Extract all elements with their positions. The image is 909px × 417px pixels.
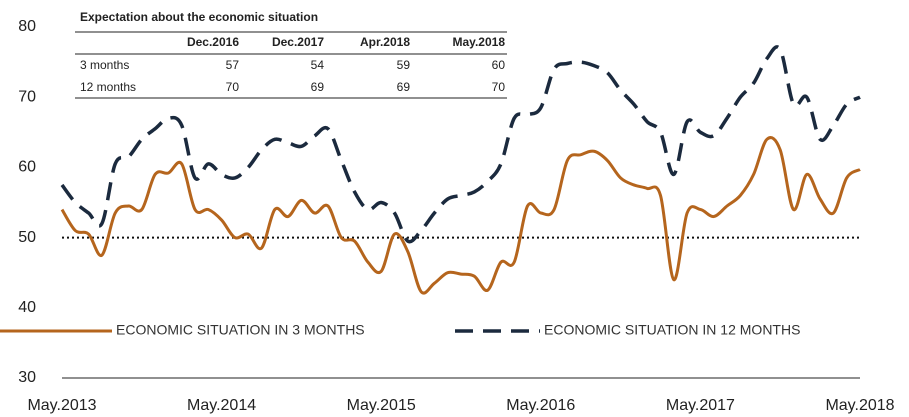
table-header: Dec.2016 [187,35,239,49]
table-header: Dec.2017 [272,35,324,49]
table-header: May.2018 [453,35,506,49]
table-cell: 59 [397,58,411,72]
y-tick-label: 70 [18,88,36,105]
y-tick-label: 30 [18,369,36,386]
table-header: Apr.2018 [360,35,410,49]
x-tick-label: May.2016 [506,397,575,414]
x-tick-label: May.2018 [825,397,894,414]
y-tick-label: 80 [18,18,36,35]
table-cell: 12 months [80,80,136,94]
x-tick-label: May.2015 [347,397,416,414]
x-tick-label: May.2017 [666,397,735,414]
y-tick-label: 40 [18,299,36,316]
y-tick-label: 50 [18,229,36,246]
table-cell: 3 months [80,58,129,72]
table-cell: 69 [311,80,325,94]
series-line [60,45,861,244]
table-cell: 69 [397,80,411,94]
y-tick-label: 60 [18,159,36,176]
table-title: Expectation about the economic situation [80,10,318,24]
legend-label: ECONOMIC SITUATION IN 12 MONTHS [544,322,800,338]
table-cell: 57 [226,58,240,72]
legend-label: ECONOMIC SITUATION IN 3 MONTHS [116,322,365,338]
x-tick-label: May.2014 [187,397,256,414]
x-tick-label: May.2013 [27,397,96,414]
table-cell: 54 [311,58,325,72]
table-cell: 70 [226,80,240,94]
table-cell: 70 [492,80,506,94]
series-line [60,136,861,295]
table-cell: 60 [492,58,506,72]
